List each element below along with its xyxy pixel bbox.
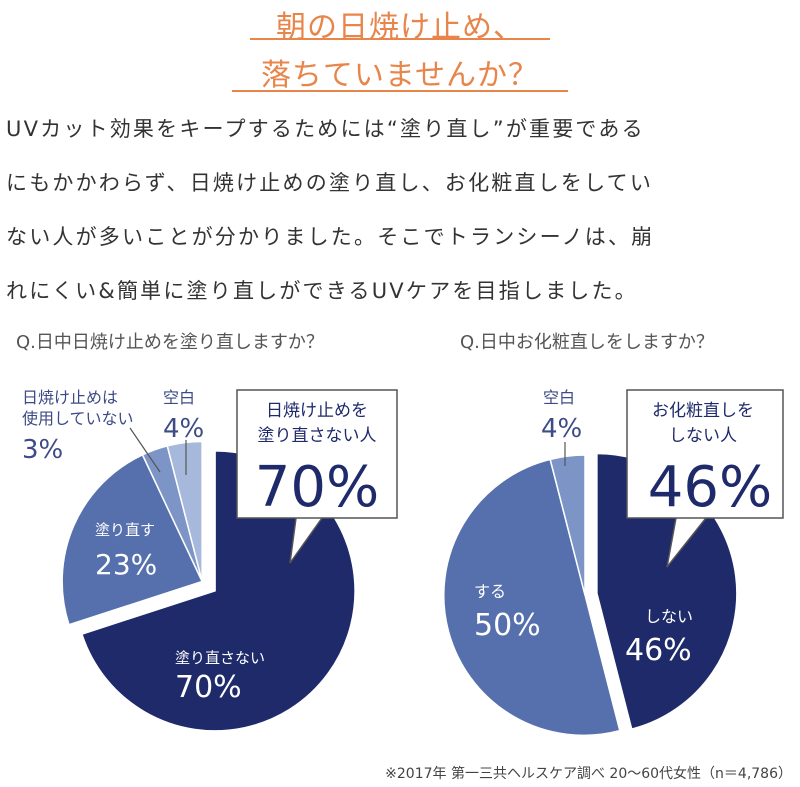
callout-1-line-2: 塗り直さない人 bbox=[258, 425, 377, 446]
pie-slice-blank-2 bbox=[549, 454, 586, 596]
leader-not-used bbox=[129, 427, 161, 473]
callout-1-value: 70% bbox=[255, 455, 379, 520]
label-blank-1: 空白 bbox=[163, 388, 195, 407]
headline-line-2: 落ちていませんか？ bbox=[260, 58, 540, 93]
value-not-used: 3% bbox=[22, 435, 63, 465]
footnote: ※2017年 第一三共ヘルスケア調べ 20〜60代女性（n＝4,786） bbox=[385, 766, 792, 782]
value-dont-touch-up: 46% bbox=[625, 633, 692, 668]
label-blank-2: 空白 bbox=[543, 388, 575, 407]
label-no-reapply: 塗り直さない bbox=[175, 649, 265, 667]
label-reapply: 塗り直す bbox=[95, 521, 155, 539]
callout-2-line-2: しない人 bbox=[669, 426, 737, 446]
callout-1-line-1: 日焼け止めを bbox=[266, 401, 368, 421]
label-dont-touch-up: しない bbox=[645, 607, 693, 626]
callout-box-2 bbox=[626, 389, 784, 568]
label-not-used-line-2: 使用していない bbox=[22, 409, 134, 428]
callout-2-value: 46% bbox=[648, 455, 772, 520]
value-blank-2: 4% bbox=[541, 414, 582, 444]
body-text-line-2: にもかかわらず、日焼け止めの塗り直し、お化粧直しをしてい bbox=[6, 171, 654, 195]
headline-underline-2 bbox=[232, 90, 568, 92]
callout-box-1 bbox=[236, 389, 398, 564]
body-text-line-4: れにくい&簡単に塗り直しができるUVケアを目指しました。 bbox=[6, 279, 638, 303]
chart-2-question: Q.日中お化粧直しをしますか？ bbox=[460, 332, 714, 353]
chart-1-question: Q.日中日焼け止めを塗り直しますか？ bbox=[16, 332, 324, 353]
callout-2-line-1: お化粧直しを bbox=[652, 401, 754, 421]
body-text-line-3: ない人が多いことが分かりました。そこでトランシーノは、崩 bbox=[6, 225, 655, 249]
value-reapply: 23% bbox=[95, 548, 157, 581]
body-text-line-1: UVカット効果をキープするためには“塗り直し”が重要である bbox=[6, 117, 645, 141]
label-not-used-line-1: 日焼け止めは bbox=[22, 388, 118, 407]
headline-underline-1 bbox=[250, 38, 550, 40]
pie-slice-reapply bbox=[61, 453, 204, 626]
value-no-reapply: 70% bbox=[175, 670, 242, 705]
pie-slice-touch-up bbox=[443, 458, 621, 737]
pie-slice-blank bbox=[166, 440, 203, 582]
value-blank-1: 4% bbox=[163, 414, 204, 444]
label-touch-up: する bbox=[474, 582, 506, 601]
value-touch-up: 50% bbox=[474, 608, 541, 643]
